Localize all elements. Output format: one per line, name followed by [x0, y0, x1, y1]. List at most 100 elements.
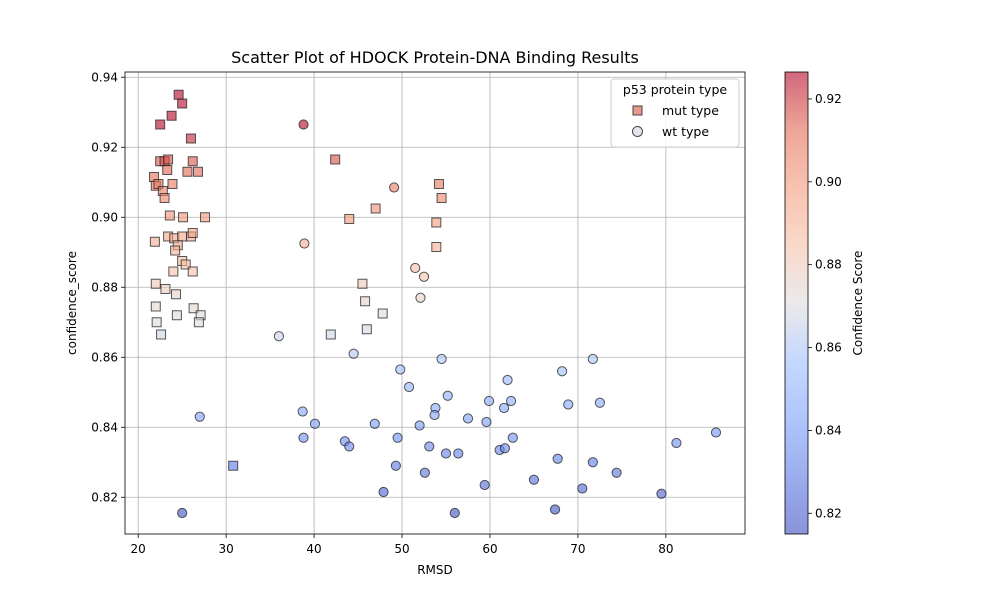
- legend-mut-marker: [632, 105, 643, 116]
- colorbar-tick-label-3: 0.88: [815, 258, 842, 272]
- x-tick-label-4: 60: [482, 542, 497, 556]
- legend: p53 protein type mut type wt type: [610, 78, 740, 148]
- mut-point-42: [160, 284, 171, 294]
- wt-point-7: [348, 348, 359, 359]
- mut-point-18: [330, 154, 341, 165]
- mut-point-8: [187, 156, 198, 167]
- wt-point-23: [194, 411, 205, 422]
- mut-point-37: [180, 259, 191, 270]
- mut-point-50: [151, 317, 162, 328]
- wt-point-27: [369, 418, 380, 429]
- wt-point-47: [479, 479, 490, 491]
- y-tick-label-2: 0.86: [91, 350, 118, 364]
- x-axis-ticks: 20 30 40 50 60 70 80: [131, 534, 673, 556]
- wt-point-21: [297, 406, 308, 417]
- x-tick-label-2: 40: [306, 542, 321, 556]
- mut-point-52: [361, 324, 372, 335]
- colorbar-tick-label-0: 0.82: [815, 506, 842, 520]
- wt-point-15: [483, 395, 495, 407]
- mut-point-24: [200, 212, 211, 223]
- wt-point-38: [499, 443, 511, 454]
- wt-point-14: [442, 390, 453, 401]
- wt-point-24: [462, 413, 474, 424]
- wt-point-41: [552, 453, 563, 464]
- legend-wt-marker: [632, 126, 643, 137]
- wt-point-17: [563, 399, 574, 410]
- colorbar-ticks: 0.82 0.84 0.86 0.88 0.90 0.92: [808, 92, 842, 520]
- wt-point-40: [453, 448, 464, 459]
- wt-point-43: [390, 460, 401, 471]
- mut-point-32: [149, 236, 160, 247]
- mut-point-41: [150, 278, 161, 289]
- legend-mut-label: mut type: [662, 103, 719, 118]
- wt-point-26: [309, 418, 321, 429]
- y-tick-label-3: 0.88: [91, 280, 118, 294]
- x-tick-label-5: 70: [570, 542, 585, 556]
- wt-point-51: [549, 504, 561, 515]
- mut-point-53: [156, 329, 167, 340]
- wt-point-13: [403, 381, 415, 393]
- wt-point-28: [414, 420, 425, 431]
- mut-point-44: [360, 296, 371, 307]
- mut-point-40: [357, 278, 368, 289]
- mut-point-10: [182, 166, 193, 177]
- mut-point-4: [185, 133, 196, 144]
- wt-point-48: [577, 483, 588, 494]
- wt-point-34: [710, 427, 722, 438]
- wt-point-42: [587, 457, 598, 468]
- y-tick-label-1: 0.84: [91, 420, 118, 434]
- mut-point-21: [370, 203, 381, 214]
- mut-point-39: [168, 266, 179, 277]
- mut-point-55: [228, 460, 239, 471]
- mut-point-1: [177, 98, 188, 109]
- wt-point-4: [418, 271, 430, 282]
- mut-point-2: [166, 110, 177, 121]
- colorbar-tick-label-1: 0.84: [815, 423, 842, 437]
- wt-point-44: [419, 467, 430, 478]
- mut-point-43: [171, 289, 182, 300]
- wt-point-18: [594, 397, 605, 408]
- wt-point-6: [273, 331, 285, 342]
- colorbar: [784, 71, 809, 535]
- wt-point-11: [556, 366, 568, 377]
- mut-point-0: [173, 89, 184, 100]
- x-tick-label-1: 30: [218, 542, 233, 556]
- wt-point-0: [298, 119, 309, 130]
- mut-point-51: [193, 317, 204, 328]
- mut-point-38: [187, 266, 198, 277]
- mut-point-9: [162, 165, 173, 175]
- legend-wt-label: wt type: [662, 124, 709, 139]
- wt-point-29: [298, 432, 309, 443]
- wt-point-3: [410, 262, 421, 274]
- wt-point-12: [502, 374, 513, 386]
- wt-point-49: [378, 486, 389, 498]
- y-tick-label-6: 0.94: [91, 70, 118, 84]
- x-axis-label: RMSD: [417, 563, 453, 577]
- mut-point-25: [344, 214, 355, 224]
- wt-point-8: [436, 353, 447, 365]
- colorbar-tick-label-4: 0.90: [815, 175, 842, 189]
- mut-point-31: [187, 228, 198, 238]
- mut-point-7: [163, 154, 174, 165]
- data-points: [149, 89, 722, 519]
- x-tick-label-0: 20: [131, 542, 146, 556]
- wt-point-9: [587, 353, 598, 365]
- wt-point-52: [177, 507, 188, 519]
- mut-point-45: [150, 301, 161, 312]
- plot-frame: [124, 71, 746, 535]
- wt-point-5: [415, 292, 426, 303]
- mut-point-49: [377, 308, 388, 319]
- mut-point-34: [170, 245, 181, 256]
- wt-point-20: [498, 402, 510, 414]
- wt-point-35: [344, 441, 355, 452]
- wt-point-39: [440, 448, 452, 459]
- mut-point-22: [164, 210, 175, 221]
- wt-point-1: [389, 182, 400, 193]
- y-axis-label: confidence_score: [65, 251, 79, 355]
- legend-box: [610, 78, 740, 148]
- wt-point-45: [611, 467, 622, 478]
- plot-area: [125, 72, 745, 534]
- mut-point-29: [177, 231, 188, 242]
- grid: [125, 72, 745, 534]
